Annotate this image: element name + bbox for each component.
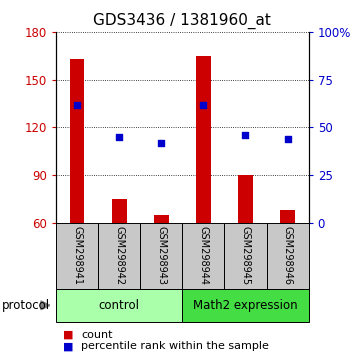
- Bar: [182, 223, 225, 289]
- Text: protocol: protocol: [2, 299, 50, 312]
- Bar: [56, 223, 98, 289]
- Bar: [140, 223, 182, 289]
- Text: GSM298945: GSM298945: [240, 226, 251, 285]
- Bar: [225, 223, 266, 289]
- Point: [243, 132, 248, 138]
- Text: GSM298944: GSM298944: [198, 226, 208, 285]
- Point: [285, 136, 291, 142]
- Text: ■: ■: [63, 330, 74, 339]
- Bar: [98, 223, 140, 289]
- Point: [200, 102, 206, 107]
- Bar: [112, 199, 126, 223]
- Bar: [154, 215, 169, 223]
- Text: GSM298942: GSM298942: [114, 226, 124, 285]
- Point: [74, 102, 80, 107]
- Text: GSM298943: GSM298943: [156, 226, 166, 285]
- Bar: [70, 59, 84, 223]
- Bar: [266, 223, 309, 289]
- Text: Math2 expression: Math2 expression: [193, 299, 298, 312]
- Text: GSM298941: GSM298941: [72, 226, 82, 285]
- Bar: [182, 289, 309, 322]
- Bar: [238, 175, 253, 223]
- Title: GDS3436 / 1381960_at: GDS3436 / 1381960_at: [93, 13, 271, 29]
- Text: count: count: [81, 330, 113, 339]
- Text: percentile rank within the sample: percentile rank within the sample: [81, 341, 269, 351]
- Point: [158, 140, 164, 145]
- Bar: [56, 289, 182, 322]
- Text: control: control: [99, 299, 140, 312]
- Text: ■: ■: [63, 341, 74, 351]
- Text: GSM298946: GSM298946: [283, 226, 293, 285]
- Bar: [280, 210, 295, 223]
- Point: [116, 134, 122, 140]
- Bar: [196, 56, 211, 223]
